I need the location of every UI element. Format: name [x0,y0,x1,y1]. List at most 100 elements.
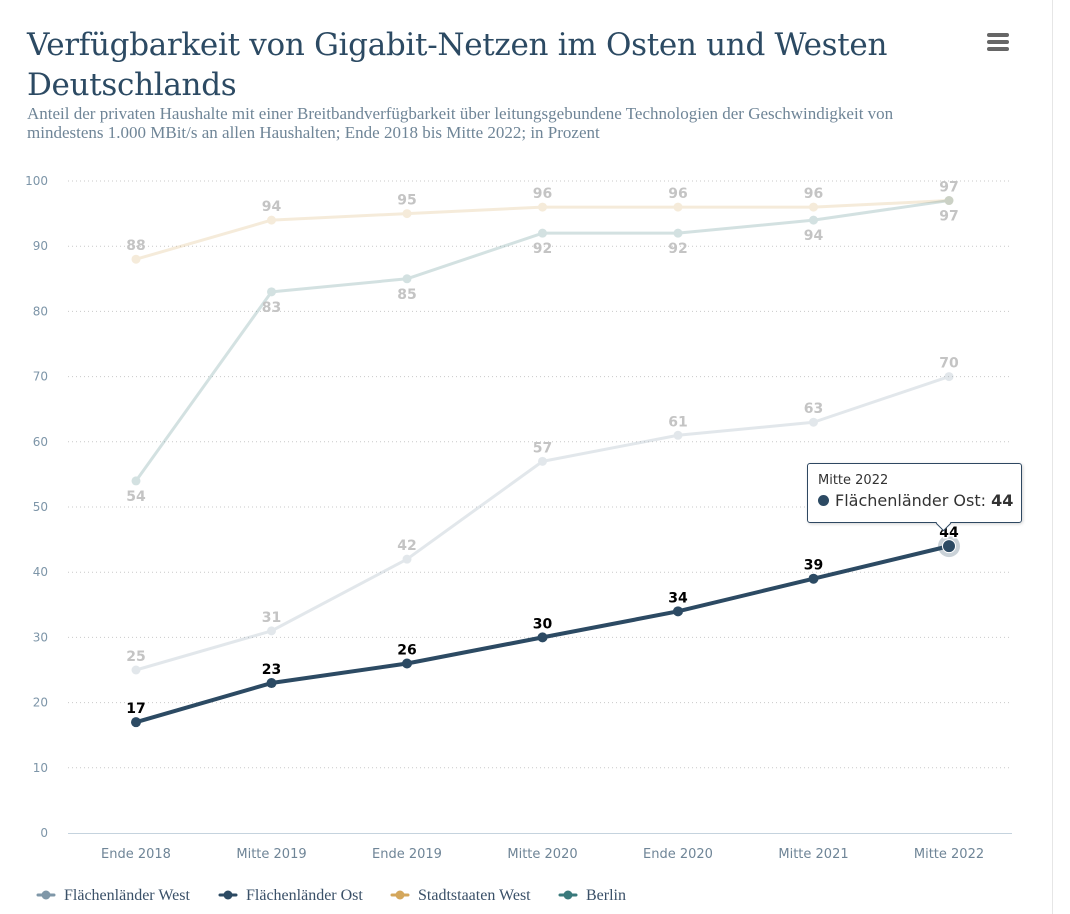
data-label: 34 [668,590,688,606]
data-label: 63 [804,401,823,417]
legend-label: Flächenländer Ost [246,887,363,904]
data-label: 96 [668,186,687,202]
legend-item[interactable]: Stadtstaaten West [390,887,531,904]
data-point [402,274,412,284]
data-point [809,202,818,212]
y-tick-label: 30 [33,630,48,644]
page-divider [1052,0,1053,914]
series-group [131,372,954,675]
hover-point [942,539,956,554]
x-tick-label: Ende 2018 [101,847,171,862]
data-point [673,202,683,212]
x-axis: Ende 2018 Mitte 2019 Ende 2019 Mitte 2020 En… [68,833,1012,862]
data-point [944,196,954,206]
data-point [538,456,547,466]
data-point [808,573,819,584]
x-tick-label: Mitte 2020 [507,847,577,862]
data-point [673,430,683,440]
data-label: 17 [126,701,145,717]
data-label: 96 [533,186,552,202]
data-label: 39 [804,558,823,574]
legend-item[interactable]: Flächenländer West [36,887,190,904]
series-group [131,196,954,486]
data-label: 61 [668,414,687,430]
tooltip-series-marker [818,495,829,506]
data-point [266,678,277,689]
data-point [673,228,683,238]
y-tick-label: 10 [33,761,48,775]
x-tick-label: Mitte 2019 [236,847,306,862]
y-tick-label: 100 [25,174,48,188]
data-point [809,417,818,427]
data-point [537,632,548,643]
data-point [809,215,818,225]
legend-label: Stadtstaaten West [418,887,531,904]
menu-bar [987,33,1009,37]
data-label: 96 [804,186,823,202]
data-point [402,658,412,669]
chart-tooltip: Mitte 2022 Flächenländer Ost: 44 [807,463,1022,532]
x-tick-label: Mitte 2021 [778,847,848,862]
tooltip-series-name: Flächenländer Ost [835,491,981,510]
data-point [131,717,141,728]
legend-marker-icon [41,890,51,900]
data-point [267,626,276,636]
series-group [131,541,954,728]
y-tick-label: 20 [33,696,48,710]
series-lines [131,196,960,728]
data-point [131,254,141,264]
tooltip-header: Mitte 2022 [818,473,889,488]
legend-item[interactable]: Berlin [558,887,626,904]
data-label: 54 [126,489,146,505]
data-label: 83 [262,300,281,316]
y-tick-label: 0 [40,826,48,840]
hamburger-menu-icon[interactable] [984,29,1014,55]
data-point [131,665,141,675]
data-label: 88 [126,238,145,254]
y-tick-label: 70 [33,370,48,384]
menu-bar [987,40,1009,44]
data-point [402,554,412,564]
data-point [944,196,954,206]
data-point [402,209,412,219]
data-label: 57 [533,440,552,456]
data-label: 26 [397,642,416,658]
legend-marker-icon [563,890,573,900]
data-point [673,606,683,617]
data-label: 85 [397,287,416,303]
menu-bar [987,47,1009,51]
y-tick-label: 90 [33,239,48,253]
data-label: 70 [939,356,959,372]
tooltip-separator: : [980,491,992,510]
data-point [538,228,547,238]
data-point [944,372,954,382]
data-point [131,476,141,486]
legend-marker-icon [223,890,233,900]
data-point [267,287,276,297]
x-tick-label: Ende 2020 [643,847,713,862]
chart-title: Verfügbarkeit von Gigabit-Netzen im Oste… [27,27,888,103]
data-label: 25 [126,649,145,665]
data-label: 94 [262,199,282,215]
y-axis: 0 10 20 30 40 50 60 70 80 90 100 [25,174,48,840]
series-group [131,196,954,264]
data-point [538,202,547,212]
data-label: 97 [939,209,958,225]
data-label: 95 [397,193,416,209]
data-label: 94 [804,228,824,244]
data-point [267,215,276,225]
series-line [134,199,951,261]
y-tick-label: 40 [33,565,48,579]
data-label: 92 [533,241,552,257]
data-label: 42 [397,538,416,554]
data-label: 23 [262,662,281,678]
y-tick-label: 50 [33,500,48,514]
data-label: 92 [668,241,687,257]
data-label: 30 [533,616,553,632]
legend-marker-icon [395,890,405,900]
tooltip-value: 44 [991,491,1014,510]
legend-item[interactable]: Flächenländer Ost [218,887,363,904]
y-tick-label: 60 [33,435,48,449]
